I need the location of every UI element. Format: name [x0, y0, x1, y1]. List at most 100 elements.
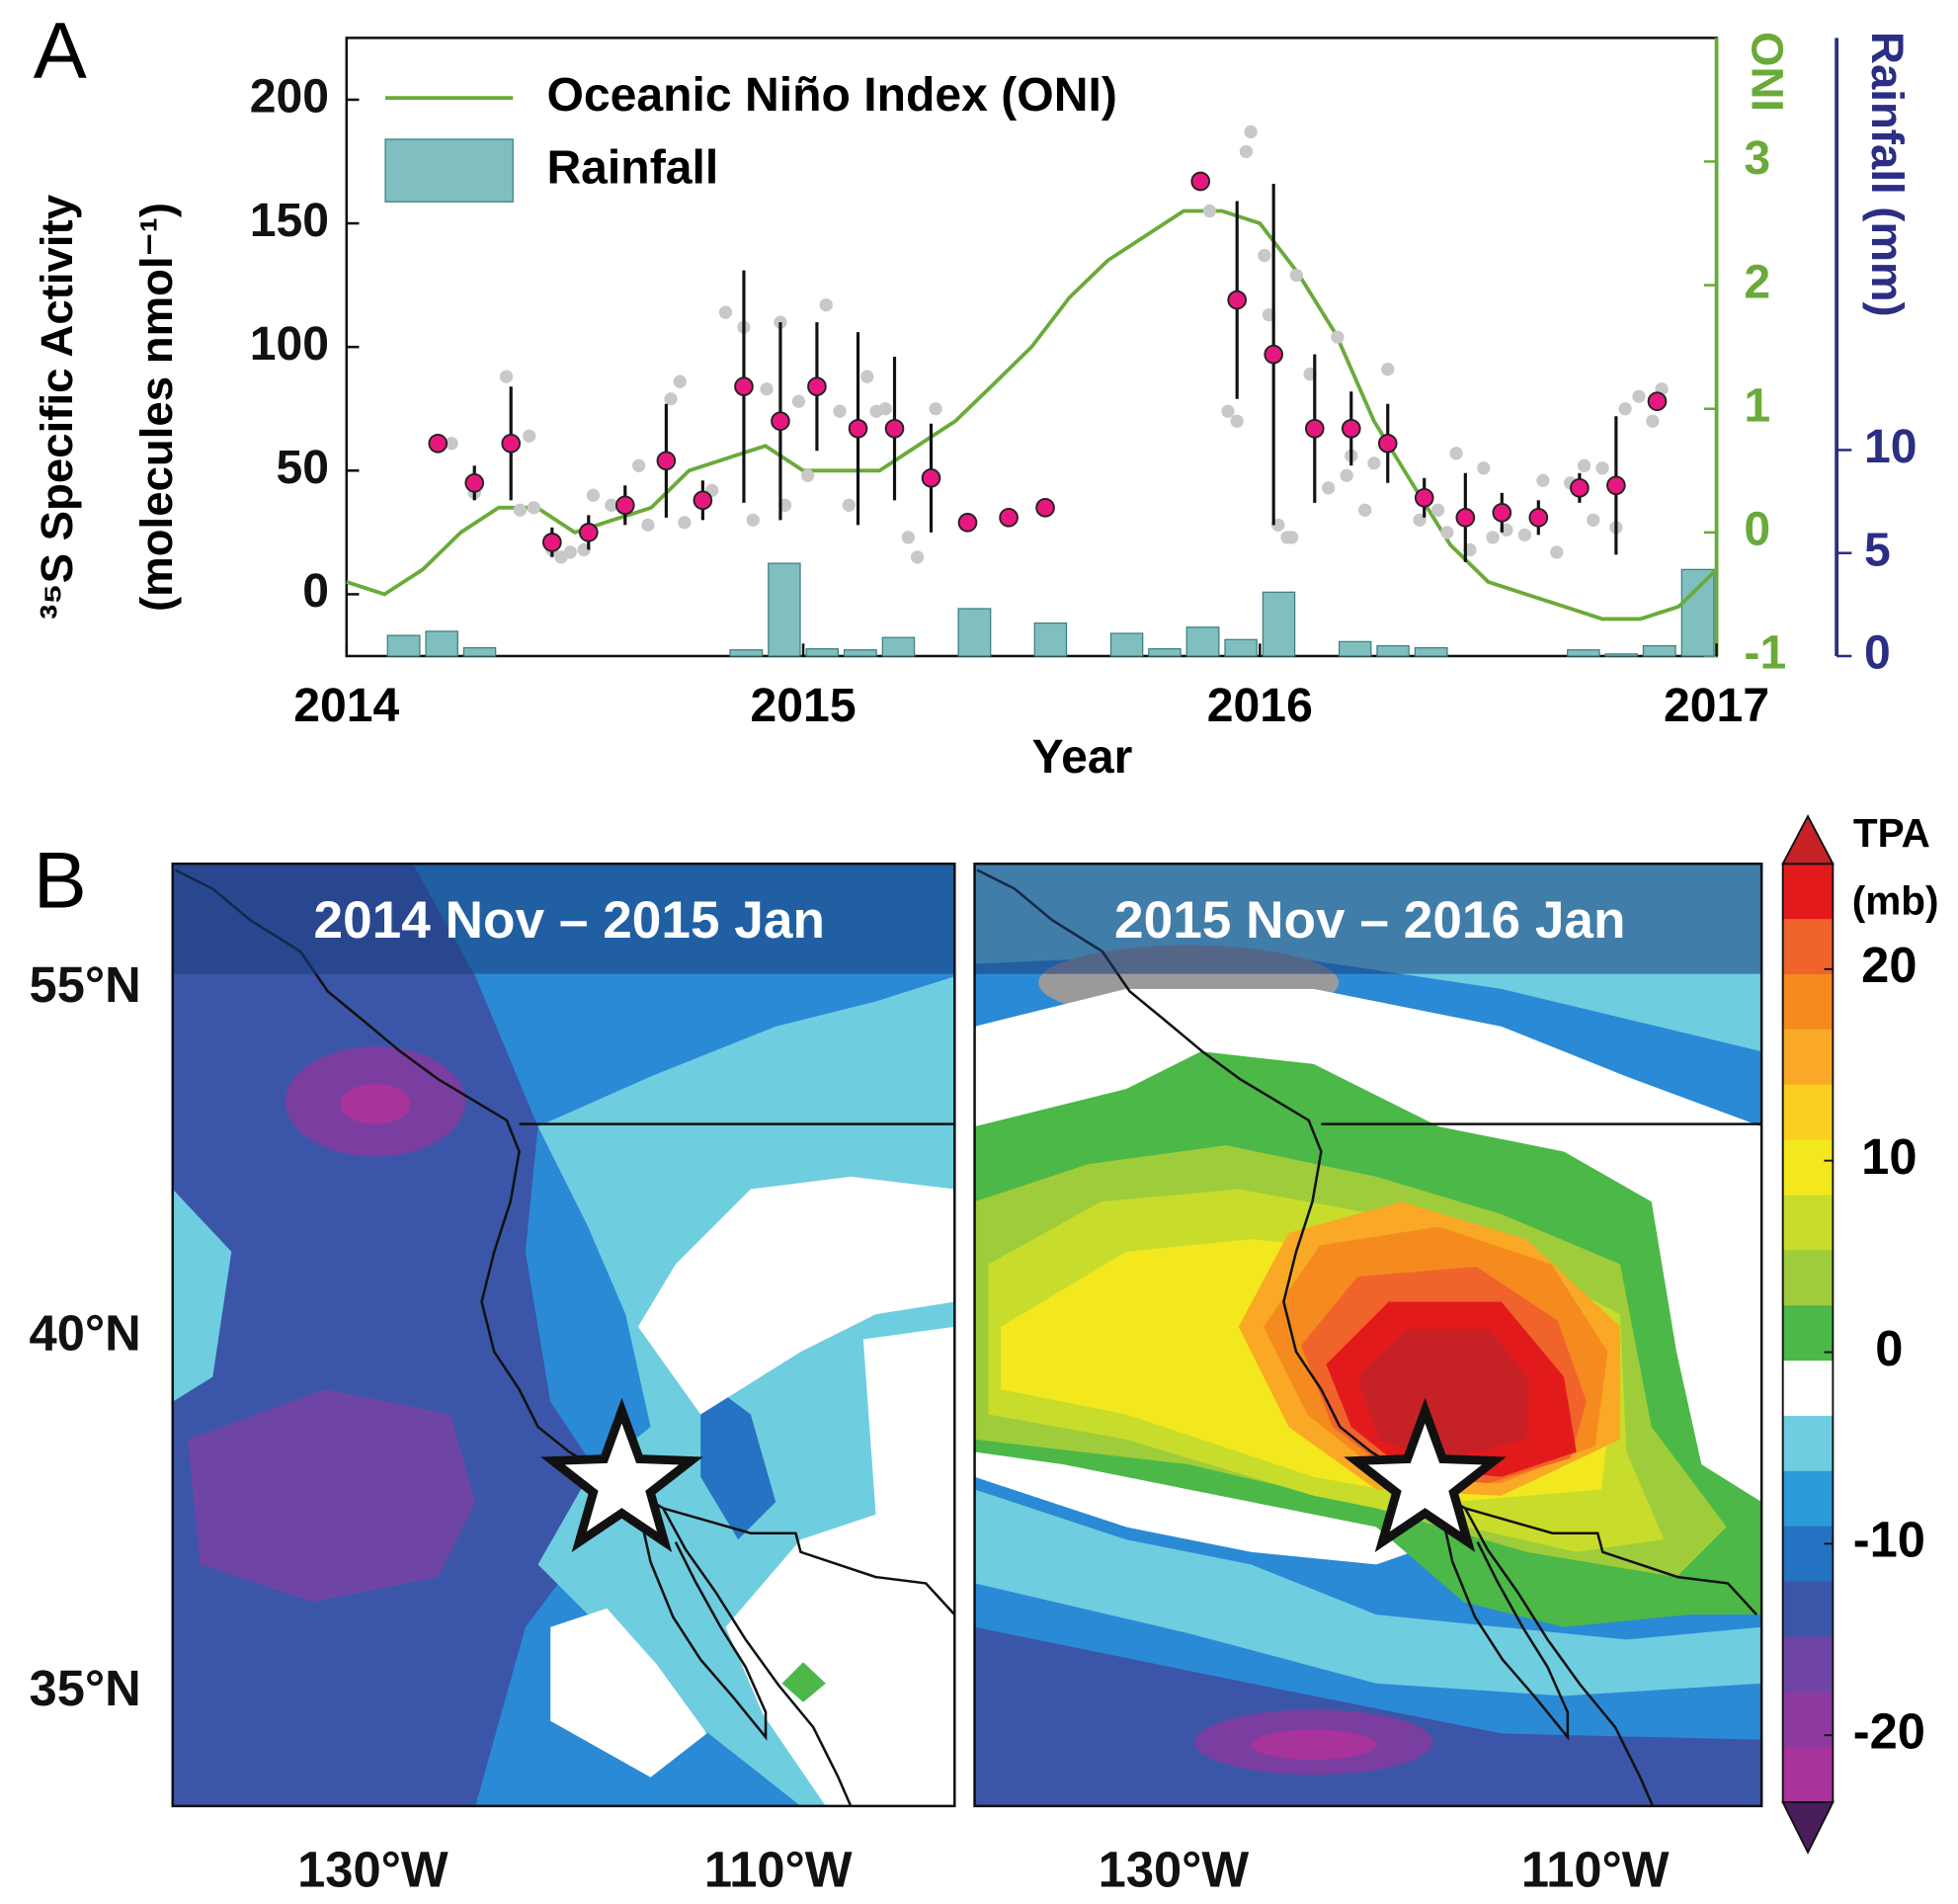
colorbar-band — [1782, 1029, 1834, 1086]
data-point — [1227, 290, 1248, 310]
lat-label: 40°N — [30, 1304, 141, 1361]
data-point — [1632, 389, 1646, 403]
data-point — [1331, 330, 1345, 344]
data-point — [1244, 124, 1258, 139]
data-point — [1646, 414, 1660, 428]
data-point — [464, 472, 485, 493]
lon-label: 110°W — [704, 1842, 853, 1898]
colorbar-band — [1782, 1692, 1834, 1748]
data-point — [523, 429, 536, 443]
data-point — [1190, 171, 1211, 192]
data-point — [801, 468, 815, 482]
data-point — [1587, 513, 1600, 527]
legend-label: Rainfall — [546, 140, 718, 194]
rain-bar — [1642, 644, 1676, 657]
data-point — [1414, 488, 1434, 508]
data-point — [501, 433, 522, 454]
y2-axis-label: ONI — [1743, 32, 1793, 112]
data-point — [678, 516, 692, 530]
x-tick-label: 2014 — [293, 679, 399, 732]
map-right — [974, 864, 1762, 1806]
colorbar-tick-label: 0 — [1875, 1320, 1903, 1376]
rain-bar — [1604, 653, 1638, 657]
data-point — [807, 376, 827, 397]
rain-bar — [805, 648, 839, 657]
rain-bar — [425, 630, 458, 657]
data-point — [1367, 456, 1381, 470]
colorbar-band — [1782, 1415, 1834, 1472]
data-point — [819, 297, 833, 312]
data-point — [1570, 477, 1590, 498]
data-point — [848, 418, 868, 439]
data-point — [1449, 447, 1463, 460]
y-tick-label: 150 — [250, 194, 329, 247]
data-point — [499, 370, 514, 383]
data-point — [771, 411, 790, 432]
data-point — [1341, 418, 1361, 439]
data-point — [1618, 402, 1632, 416]
data-point — [760, 382, 774, 396]
rain-bar — [1033, 621, 1068, 657]
data-point — [1492, 503, 1512, 523]
rain-bar — [729, 649, 764, 657]
colorbar-extend — [1781, 814, 1835, 866]
data-point — [1202, 204, 1217, 218]
rain-bar — [1224, 638, 1258, 657]
data-point — [884, 418, 905, 439]
data-point — [1258, 248, 1271, 263]
colorbar-band — [1782, 1139, 1834, 1197]
y3-tick-label: 10 — [1864, 420, 1917, 473]
data-point — [833, 404, 847, 418]
map-frame — [973, 862, 1763, 1808]
colorbar-tick-label: 20 — [1861, 937, 1917, 993]
rain-bar — [843, 649, 877, 657]
data-point — [1577, 458, 1591, 472]
colorbar-label: (mb) — [1852, 877, 1939, 923]
colorbar-extend — [1781, 1801, 1835, 1855]
site-star — [1344, 1397, 1507, 1552]
lon-label: 130°W — [297, 1842, 449, 1898]
lon-label: 110°W — [1521, 1842, 1670, 1898]
data-point — [1322, 481, 1336, 495]
data-point — [445, 437, 458, 451]
data-point — [1550, 545, 1564, 559]
data-point — [1230, 414, 1244, 428]
data-point — [1486, 531, 1500, 544]
data-point — [578, 523, 599, 542]
rain-bar — [957, 608, 992, 657]
data-point — [1528, 508, 1549, 528]
data-point — [632, 458, 646, 472]
data-point — [878, 402, 892, 416]
panel-label: B — [34, 836, 87, 925]
map-frame — [171, 862, 956, 1808]
rain-bar — [386, 634, 421, 657]
rain-bar — [1567, 649, 1600, 657]
data-point — [718, 305, 733, 319]
y-tick-label: 0 — [302, 564, 329, 618]
colorbar-band — [1782, 973, 1834, 1031]
colorbar-band — [1782, 1361, 1834, 1417]
data-point — [563, 545, 577, 559]
data-point — [527, 501, 540, 515]
data-point — [614, 495, 635, 516]
data-point — [1221, 404, 1235, 418]
data-point — [921, 467, 941, 488]
map-title: 2014 Nov – 2015 Jan — [314, 891, 825, 950]
site-star — [540, 1397, 703, 1552]
data-point — [1595, 461, 1609, 475]
lat-label: 35°N — [30, 1660, 141, 1716]
rain-bar — [1185, 626, 1220, 657]
data-point — [1536, 473, 1550, 487]
rain-bar — [1109, 632, 1144, 657]
colorbar-band — [1782, 1195, 1834, 1251]
data-point — [910, 550, 925, 564]
data-point — [791, 394, 806, 408]
map-title: 2015 Nov – 2016 Jan — [1114, 891, 1625, 950]
colorbar-band — [1782, 1581, 1834, 1638]
data-point — [860, 370, 874, 383]
data-point — [542, 533, 562, 552]
data-point — [1239, 144, 1254, 159]
y2-tick-label: 0 — [1744, 503, 1770, 556]
